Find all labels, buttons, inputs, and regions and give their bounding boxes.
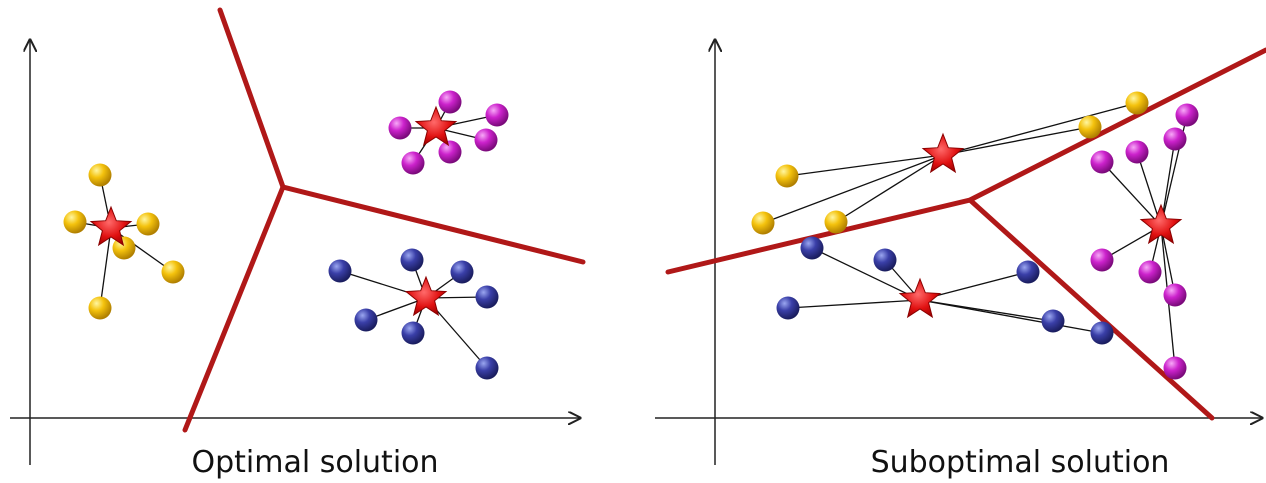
clusters (63, 90, 1199, 380)
data-point (328, 259, 352, 283)
cluster (776, 236, 1114, 345)
assignment-line (835, 154, 944, 223)
assignment-line (942, 126, 1091, 156)
caption: Optimal solution (191, 445, 438, 480)
data-point (401, 151, 425, 175)
data-point (1175, 103, 1199, 127)
cluster (63, 163, 185, 320)
data-point (824, 210, 848, 234)
data-point (63, 210, 87, 234)
cluster-border (967, 197, 1215, 421)
data-point (1163, 283, 1187, 307)
cluster (1090, 103, 1199, 380)
assignment-line (1101, 161, 1162, 227)
data-point (400, 248, 424, 272)
cluster (751, 91, 1149, 235)
data-point (1090, 321, 1114, 345)
data-point (1041, 309, 1065, 333)
data-point (1078, 115, 1102, 139)
data-point (800, 236, 824, 260)
assignment-line (1136, 151, 1162, 227)
data-point (438, 140, 462, 164)
cluster (328, 248, 499, 380)
centroid-star (1139, 203, 1183, 245)
centroid-star (921, 132, 965, 174)
centroid-star (89, 205, 133, 247)
data-point (1016, 260, 1040, 284)
assignment-line (1160, 225, 1176, 296)
cluster-border (182, 184, 286, 433)
caption: Suboptimal solution (871, 445, 1170, 480)
assignment-line (942, 102, 1138, 156)
centroid-star (414, 105, 458, 147)
data-point (354, 308, 378, 332)
assignment-line (811, 247, 921, 301)
data-point (161, 260, 185, 284)
data-point (450, 260, 474, 284)
data-point (388, 116, 412, 140)
data-point (1125, 91, 1149, 115)
data-point (751, 211, 775, 235)
data-point (776, 296, 800, 320)
centroid-star (898, 277, 942, 319)
cluster (388, 90, 509, 175)
assignment-line (99, 227, 112, 309)
assignment-line (787, 299, 921, 309)
data-point (475, 285, 499, 309)
data-point (485, 103, 509, 127)
data-point (88, 296, 112, 320)
data-point (1163, 356, 1187, 380)
data-point (1090, 248, 1114, 272)
data-point (475, 356, 499, 380)
data-point (1163, 127, 1187, 151)
assignment-line (110, 227, 174, 273)
data-point (474, 128, 498, 152)
centroid-star (404, 275, 448, 317)
data-point (1138, 260, 1162, 284)
data-point (775, 164, 799, 188)
assignment-line (762, 154, 944, 224)
data-point (438, 90, 462, 114)
data-point (401, 321, 425, 345)
data-point (136, 212, 160, 236)
assignment-line (786, 154, 944, 177)
data-point (873, 248, 897, 272)
data-point (1125, 140, 1149, 164)
data-point (1090, 150, 1114, 174)
data-point (88, 163, 112, 187)
assignment-line (919, 299, 1103, 334)
